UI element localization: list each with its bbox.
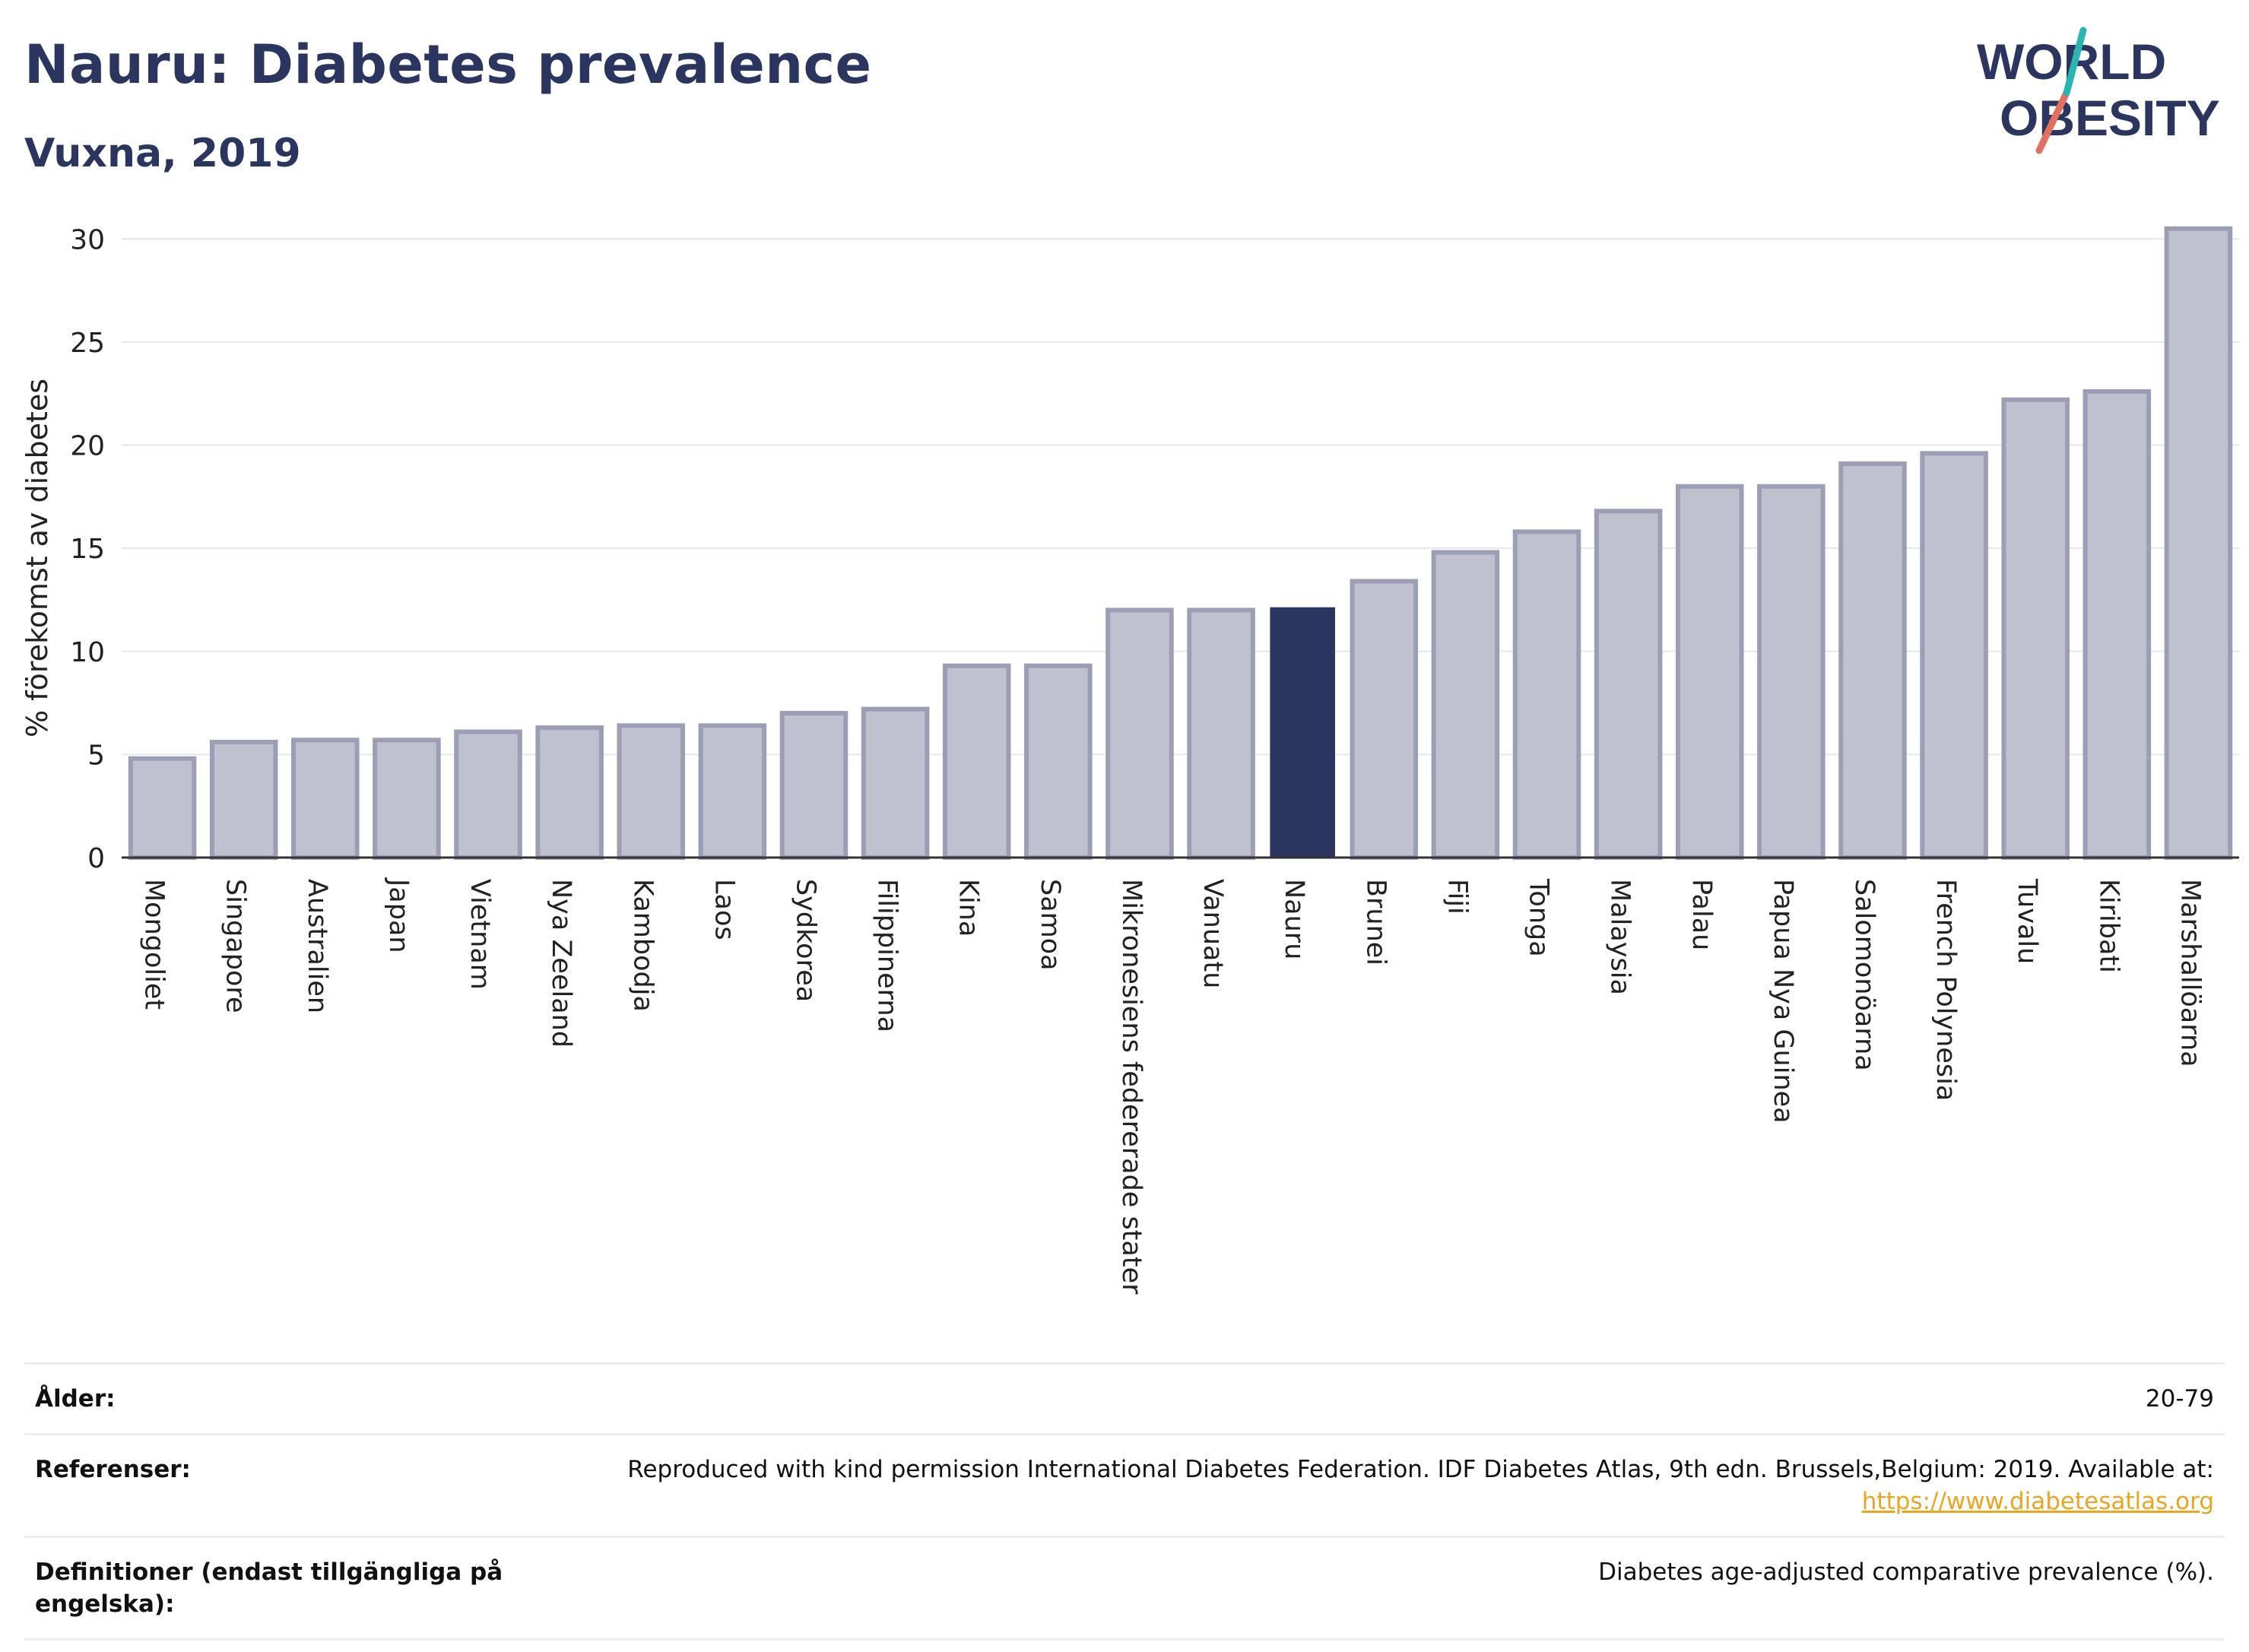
world-obesity-logo: WORLD OBESITY [1977,27,2220,154]
x-tick-label: French Polynesia [1930,879,1961,1101]
bar-tonga[interactable] [1512,529,1581,860]
bar-mongoliet[interactable] [128,756,197,860]
x-tick-label: Sydkorea [790,879,820,1002]
x-tick-label: Tonga [1524,878,1554,957]
info-row-references: Referenser: Reproduced with kind permiss… [24,1433,2225,1536]
bar-laos[interactable] [698,723,767,861]
references-text: Reproduced with kind permission Internat… [627,1456,2214,1483]
x-tick-label: Australien [302,879,332,1013]
x-tick-label: Salomonöarna [1849,879,1879,1071]
bar-nauru[interactable] [1270,607,1335,858]
x-tick-label: Papua Nya Guinea [1768,879,1798,1124]
x-tick-label: Mongoliet [139,879,170,1010]
x-tick-label: Fiji [1442,879,1472,915]
definitions-label: Definitioner (endast tillgängliga på eng… [35,1558,503,1618]
bar-papua-nya-guinea[interactable] [1757,484,1826,860]
logo-slash-coral [2035,89,2070,154]
info-row-age: Ålder: 20-79 [24,1362,2225,1433]
x-tick-label: Kiribati [2093,879,2124,973]
x-tick-label: Mikronesiens federerade stater [1116,879,1147,1295]
y-tick-label: 5 [87,740,105,771]
bar-filippinerna[interactable] [861,706,930,861]
bar-japan[interactable] [373,737,441,861]
bar-kambodja[interactable] [617,723,686,861]
x-tick-label: Nauru [1279,879,1309,959]
logo-line2: OBESITY [2000,90,2220,146]
x-tick-label: Filippinerna [872,879,902,1032]
definitions-value: Diabetes age-adjusted comparative preval… [1598,1558,2214,1586]
bar-australien[interactable] [291,737,360,861]
x-tick-label: Samoa [1035,879,1065,971]
bar-vietnam[interactable] [454,729,522,860]
bar-chart: 0 5 10 15 20 25 30 Mongoliet Singapore Australie… [21,224,2239,1295]
bar-malaysia[interactable] [1594,509,1663,860]
y-tick-label: 20 [70,431,105,462]
x-tick-label: Singapore [220,879,251,1013]
x-tick-label: Tuvalu [2012,878,2042,964]
info-row-definitions: Definitioner (endast tillgängliga på eng… [24,1536,2225,1641]
bar-samoa[interactable] [1024,663,1093,860]
references-value: Reproduced with kind permission Internat… [627,1454,2214,1517]
x-tick-label: Palau [1686,879,1717,950]
bar-sydkorea[interactable] [779,711,849,860]
page-title: Nauru: Diabetes prevalence [24,33,872,96]
y-tick-label: 30 [70,224,105,255]
y-tick-label: 25 [70,328,105,359]
page-subtitle: Vuxna, 2019 [24,131,301,176]
x-tick-label: Laos [709,879,739,940]
bar-fiji[interactable] [1431,550,1500,860]
bar-brunei[interactable] [1350,579,1419,861]
bars [128,226,2233,861]
x-tick-label: Kina [953,879,984,937]
bar-mikronesiens-federerade-stater[interactable] [1105,607,1174,860]
x-tick-label: Marshallöarna [2174,879,2205,1067]
y-tick-label: 0 [87,843,105,874]
x-tick-label: Malaysia [1605,879,1635,995]
bar-french-polynesia[interactable] [1920,451,1988,860]
x-tick-label: Vanuatu [1197,879,1228,988]
x-tick-label: Brunei [1360,879,1391,966]
bar-kina[interactable] [942,663,1011,860]
bar-marshallöarna[interactable] [2164,226,2233,860]
bar-nya-zeeland[interactable] [535,725,604,860]
info-table: Ålder: 20-79 Referenser: Reproduced with… [24,1362,2225,1641]
y-axis-label: % förekomst av diabetes [21,379,54,737]
logo-slash-teal [2063,27,2087,97]
y-tick-label: 10 [70,637,105,668]
bar-vanuatu[interactable] [1187,607,1255,860]
age-value: 20-79 [2145,1385,2214,1413]
bar-kiribati[interactable] [2082,388,2152,860]
x-tick-labels: Mongoliet Singapore Australien Japan Vietnam… [139,877,2206,1295]
bar-palau[interactable] [1675,484,1744,860]
age-label: Ålder: [35,1385,116,1413]
x-tick-label: Kambodja [627,879,658,1012]
references-label: Referenser: [35,1456,191,1483]
references-link[interactable]: https://www.diabetesatlas.org [1861,1488,2214,1515]
y-tick-labels: 0 5 10 15 20 25 30 [70,224,105,874]
bar-singapore[interactable] [209,740,278,860]
x-tick-label: Nya Zeeland [546,879,576,1048]
y-tick-label: 15 [70,534,105,565]
x-tick-label: Vietnam [465,879,495,990]
x-tick-label: Japan [383,877,414,953]
bar-salomonöarna[interactable] [1838,461,1907,860]
bar-tuvalu[interactable] [2001,397,2070,860]
